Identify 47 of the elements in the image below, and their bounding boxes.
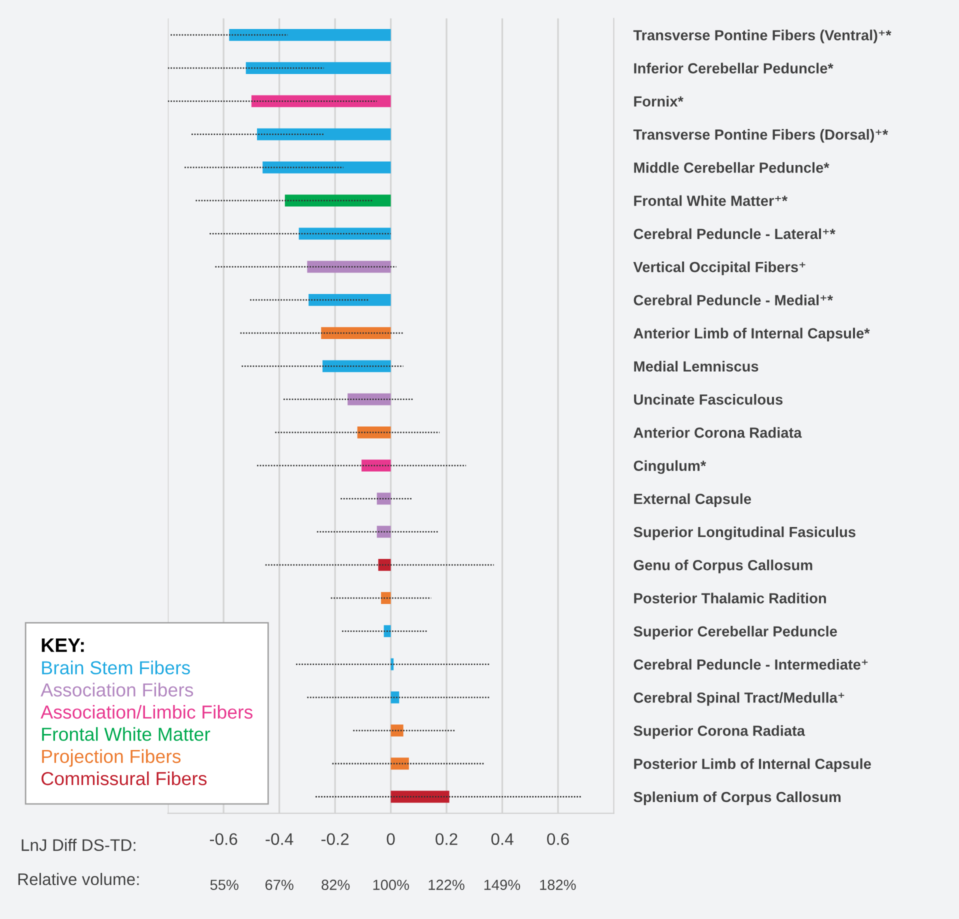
x2-axis-title: Relative volume: [18, 872, 139, 886]
x2-tick-label: 67% [265, 880, 294, 890]
y-tick-label: Transverse Pontine Fibers (Dorsal)⁺* [633, 129, 888, 143]
y-tick-label: Transverse Pontine Fibers (Ventral)⁺* [633, 30, 892, 44]
y-tick-label: Uncinate Fasciculous [634, 394, 783, 405]
legend-title: KEY: [42, 638, 84, 652]
y-tick-label: Vertical Occipital Fibers⁺ [633, 262, 806, 276]
x-tick-label: 0.2 [436, 833, 458, 845]
x-tick-label: 0.6 [547, 833, 569, 845]
x-tick-label: 0.4 [491, 833, 514, 845]
x-tick-label: -0.2 [321, 833, 349, 845]
y-tick-label: Cerebral Peduncle - Intermediate⁺ [634, 658, 868, 670]
y-tick-label: Cerebral Peduncle - Medial⁺* [634, 294, 833, 306]
y-tick-label: External Capsule [634, 493, 752, 507]
text: Frontal White Matter [42, 727, 210, 741]
x2-tick-label: 122% [428, 880, 464, 890]
y-tick-label: Fornix* [634, 96, 684, 107]
y-tick-label: Middle Cerebellar Peduncle* [634, 162, 830, 173]
y-tick-label: Medial Lemniscus [634, 360, 758, 372]
y-tick-label: Posterior Limb of Internal Capsule [634, 758, 871, 772]
y-tick-label: Posterior Thalamic Radition [634, 592, 826, 604]
x-tick-label: -0.6 [210, 833, 238, 845]
text: Commissural Fibers [42, 771, 207, 786]
y-tick-label: Cerebral Peduncle - Lateral⁺* [634, 228, 836, 240]
x2-tick-label: 149% [484, 880, 520, 890]
y-tick-label: Inferior Cerebellar Peduncle* [634, 62, 834, 74]
x2-tick-label: 55% [210, 880, 238, 890]
y-tick-label: Superior Longitudinal Fasiculus [634, 526, 856, 540]
y-tick-label: Anterior Corona Radiata [634, 427, 802, 438]
x2-tick-label: 182% [540, 880, 576, 890]
y-tick-label: Splenium of Corpus Callosum [634, 791, 841, 806]
y-tick-label: Anterior Limb of Internal Capsule* [634, 328, 870, 342]
y-tick-label: Frontal White Matter⁺* [634, 195, 788, 206]
x2-tick-label: 82% [322, 880, 350, 890]
x2-tick-label: 100% [373, 880, 409, 890]
y-tick-label: Superior Cerebellar Peduncle [634, 626, 837, 640]
text: Brain Stem Fibers [42, 660, 190, 674]
x-tick-label: 0 [386, 833, 395, 845]
y-tick-label: Cerebral Spinal Tract/Medulla⁺ [634, 692, 844, 706]
text: Projection Fibers [42, 749, 181, 767]
y-tick-label: Cingulum* [634, 460, 706, 474]
text: Association/Limbic Fibers [40, 704, 252, 719]
y-tick-label: Superior Corona Radiata [634, 725, 806, 739]
x-axis-title: LnJ Diff DS-TD: [22, 838, 136, 851]
y-tick-label: Genu of Corpus Callosum [634, 560, 812, 574]
text: Association Fibers [40, 682, 194, 697]
x-tick-label: -0.4 [266, 833, 294, 845]
